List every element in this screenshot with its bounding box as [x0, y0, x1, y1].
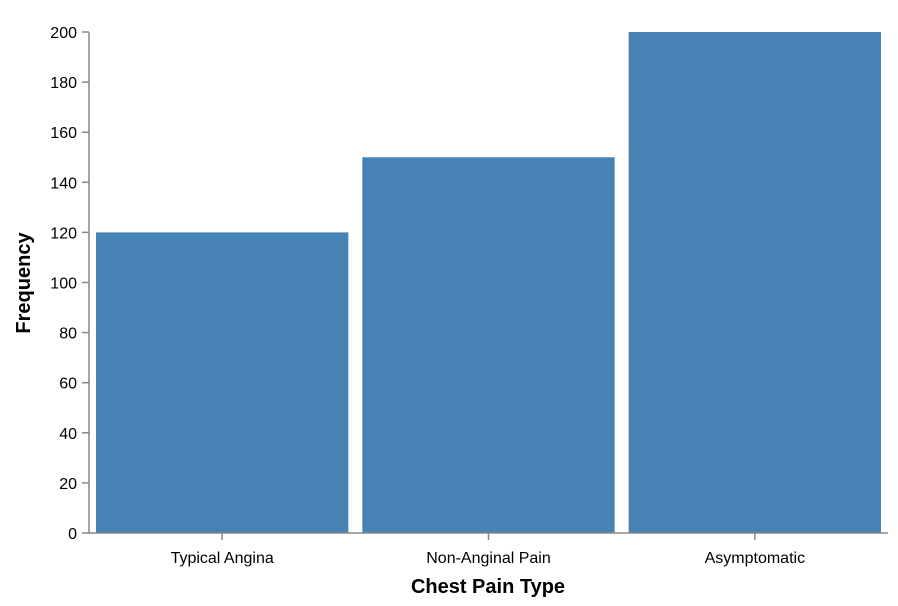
y-tick-label: 0	[68, 526, 77, 543]
y-tick-label: 20	[59, 476, 77, 493]
x-axis: Typical Angina Non-Anginal Pain Asymptomat…	[89, 532, 888, 567]
y-tick-label: 80	[59, 326, 77, 343]
y-axis-title: Frequency	[13, 232, 35, 334]
bars-group	[96, 32, 881, 533]
y-tick-label: 120	[50, 225, 77, 242]
y-axis: 0 20 40 60 80 100 120 140 160 180 200	[50, 25, 90, 543]
x-tick-label: Typical Angina	[171, 550, 274, 567]
y-tick-label: 200	[50, 25, 77, 42]
x-tick-label: Asymptomatic	[705, 550, 805, 567]
y-tick-label: 180	[50, 75, 77, 92]
y-tick-label: 140	[50, 175, 77, 192]
y-tick-label: 40	[59, 426, 77, 443]
y-tick-label: 100	[50, 276, 77, 293]
bar-asymptomatic	[628, 32, 881, 533]
bar-non-anginal-pain	[362, 157, 615, 533]
y-tick-label: 60	[59, 376, 77, 393]
bar-typical-angina	[96, 232, 349, 533]
x-tick-label: Non-Anginal Pain	[426, 550, 551, 567]
y-tick-label: 160	[50, 125, 77, 142]
x-axis-title: Chest Pain Type	[411, 576, 565, 598]
